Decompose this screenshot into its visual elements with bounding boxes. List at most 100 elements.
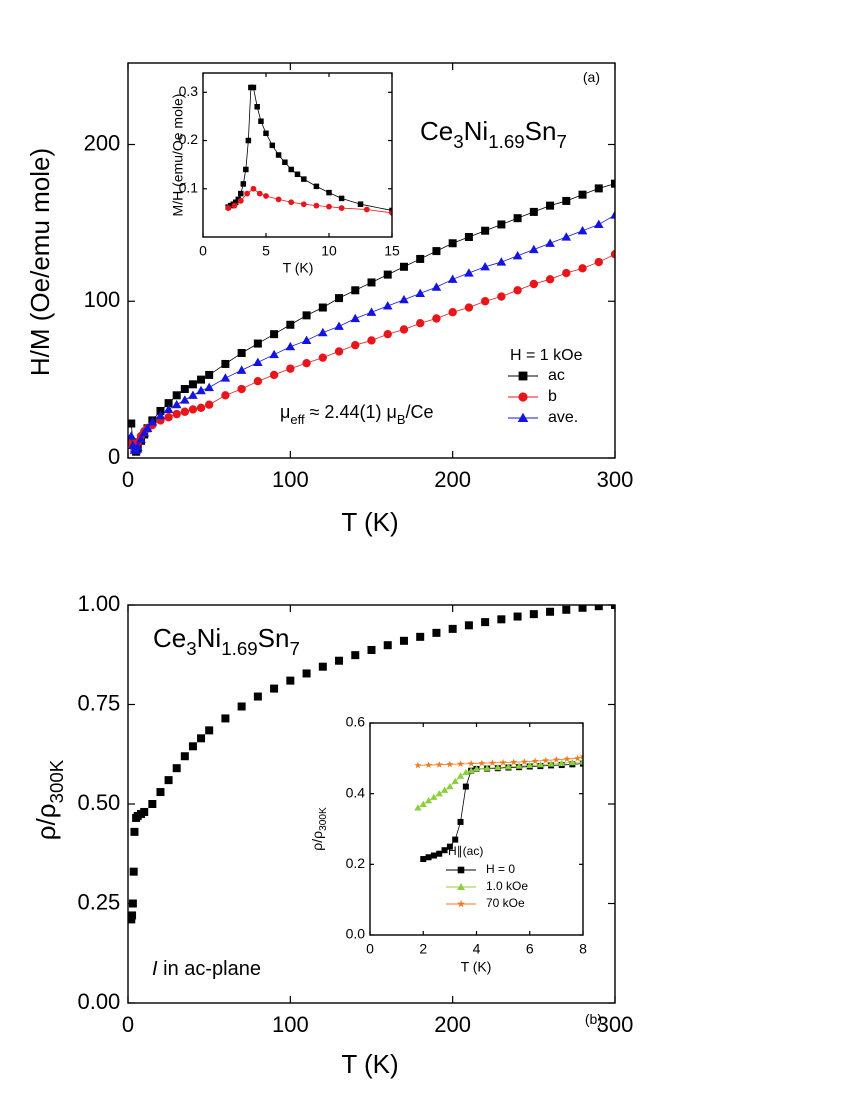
marker: [499, 758, 507, 766]
marker: [545, 238, 555, 247]
marker: [136, 434, 146, 443]
marker: [415, 288, 425, 298]
series: [128, 210, 615, 454]
x-tick-label: 15: [384, 242, 400, 258]
marker: [285, 341, 296, 351]
marker: [240, 181, 247, 187]
marker: [318, 662, 327, 671]
y-tick-label: 0.00: [77, 989, 120, 1014]
marker: [456, 772, 465, 779]
y-tick-label: 200: [84, 130, 121, 155]
marker: [515, 762, 523, 769]
text-segment: eff: [290, 412, 305, 427]
legend-title: H = 1 kOe: [510, 347, 583, 364]
marker: [480, 261, 490, 271]
marker: [529, 207, 538, 216]
marker: [294, 171, 301, 178]
text-segment: Sn: [525, 116, 557, 146]
marker: [164, 413, 173, 422]
marker: [594, 605, 603, 611]
marker: [547, 760, 555, 767]
text-segment: Ni: [464, 116, 489, 146]
marker: [529, 610, 538, 619]
marker: [451, 777, 459, 784]
marker: [399, 262, 408, 271]
legend-label: 1.0 kOe: [486, 879, 528, 893]
text-segment: ρ/ρ: [31, 803, 61, 840]
plot-area: [370, 723, 583, 935]
marker: [335, 656, 344, 665]
text-segment: in ac-plane: [158, 958, 261, 980]
text-segment: 7: [289, 638, 299, 659]
text-segment: I: [152, 958, 158, 980]
text-segment: 1.69: [488, 131, 524, 152]
marker: [318, 327, 328, 337]
marker: [513, 286, 522, 295]
marker: [335, 294, 344, 303]
marker: [334, 321, 344, 330]
marker: [425, 761, 433, 769]
marker: [156, 788, 165, 797]
marker: [286, 676, 295, 685]
y-axis-label: ρ/ρ300K: [31, 759, 68, 840]
y-tick-label: 0.1: [179, 179, 199, 195]
marker: [562, 196, 571, 205]
marker: [282, 159, 288, 165]
text-segment: 300K: [318, 807, 329, 831]
series: [414, 758, 583, 811]
marker: [464, 268, 474, 277]
marker: [351, 651, 360, 660]
marker: [300, 201, 307, 208]
marker: [286, 364, 295, 373]
marker: [497, 615, 506, 624]
marker: [225, 205, 232, 211]
x-tick-label: 200: [434, 467, 471, 492]
marker: [148, 800, 157, 808]
marker: [552, 756, 560, 763]
marker: [270, 330, 279, 339]
marker: [236, 365, 247, 374]
x-tick-label: 6: [526, 940, 534, 956]
text-segment: 7: [556, 131, 566, 152]
annotation: (a): [583, 69, 600, 85]
marker: [574, 754, 582, 762]
marker: [611, 605, 615, 609]
marker: [488, 759, 497, 766]
y-axis-label: M/H (emu/Oe mole): [170, 94, 186, 217]
annotation: I in ac-plane: [152, 958, 261, 980]
y-tick-label: 0.4: [346, 784, 366, 800]
marker: [196, 403, 206, 413]
series: [225, 185, 392, 216]
y-tick-label: 100: [84, 287, 121, 312]
marker: [351, 340, 360, 350]
marker: [457, 818, 464, 825]
marker: [425, 854, 432, 861]
marker: [504, 763, 513, 770]
x-axis-label: T (K): [341, 507, 398, 537]
marker: [164, 776, 173, 785]
marker: [399, 325, 409, 334]
marker: [205, 726, 214, 735]
marker: [197, 734, 206, 743]
marker: [172, 409, 181, 419]
marker: [197, 375, 206, 384]
marker: [610, 210, 615, 219]
marker: [142, 423, 153, 432]
marker: [270, 684, 279, 693]
marker: [140, 807, 149, 816]
marker: [424, 797, 433, 804]
marker: [263, 193, 269, 199]
marker: [326, 203, 332, 210]
marker: [430, 852, 437, 859]
marker: [128, 911, 137, 920]
marker: [483, 764, 491, 771]
marker: [382, 301, 393, 310]
marker: [497, 220, 506, 229]
x-tick-label: 2: [419, 940, 427, 956]
x-tick-label: 100: [272, 467, 309, 492]
marker: [338, 205, 345, 211]
legend-marker: [518, 371, 528, 381]
marker: [542, 756, 550, 764]
x-tick-label: 0: [122, 1012, 134, 1037]
marker: [269, 370, 279, 380]
